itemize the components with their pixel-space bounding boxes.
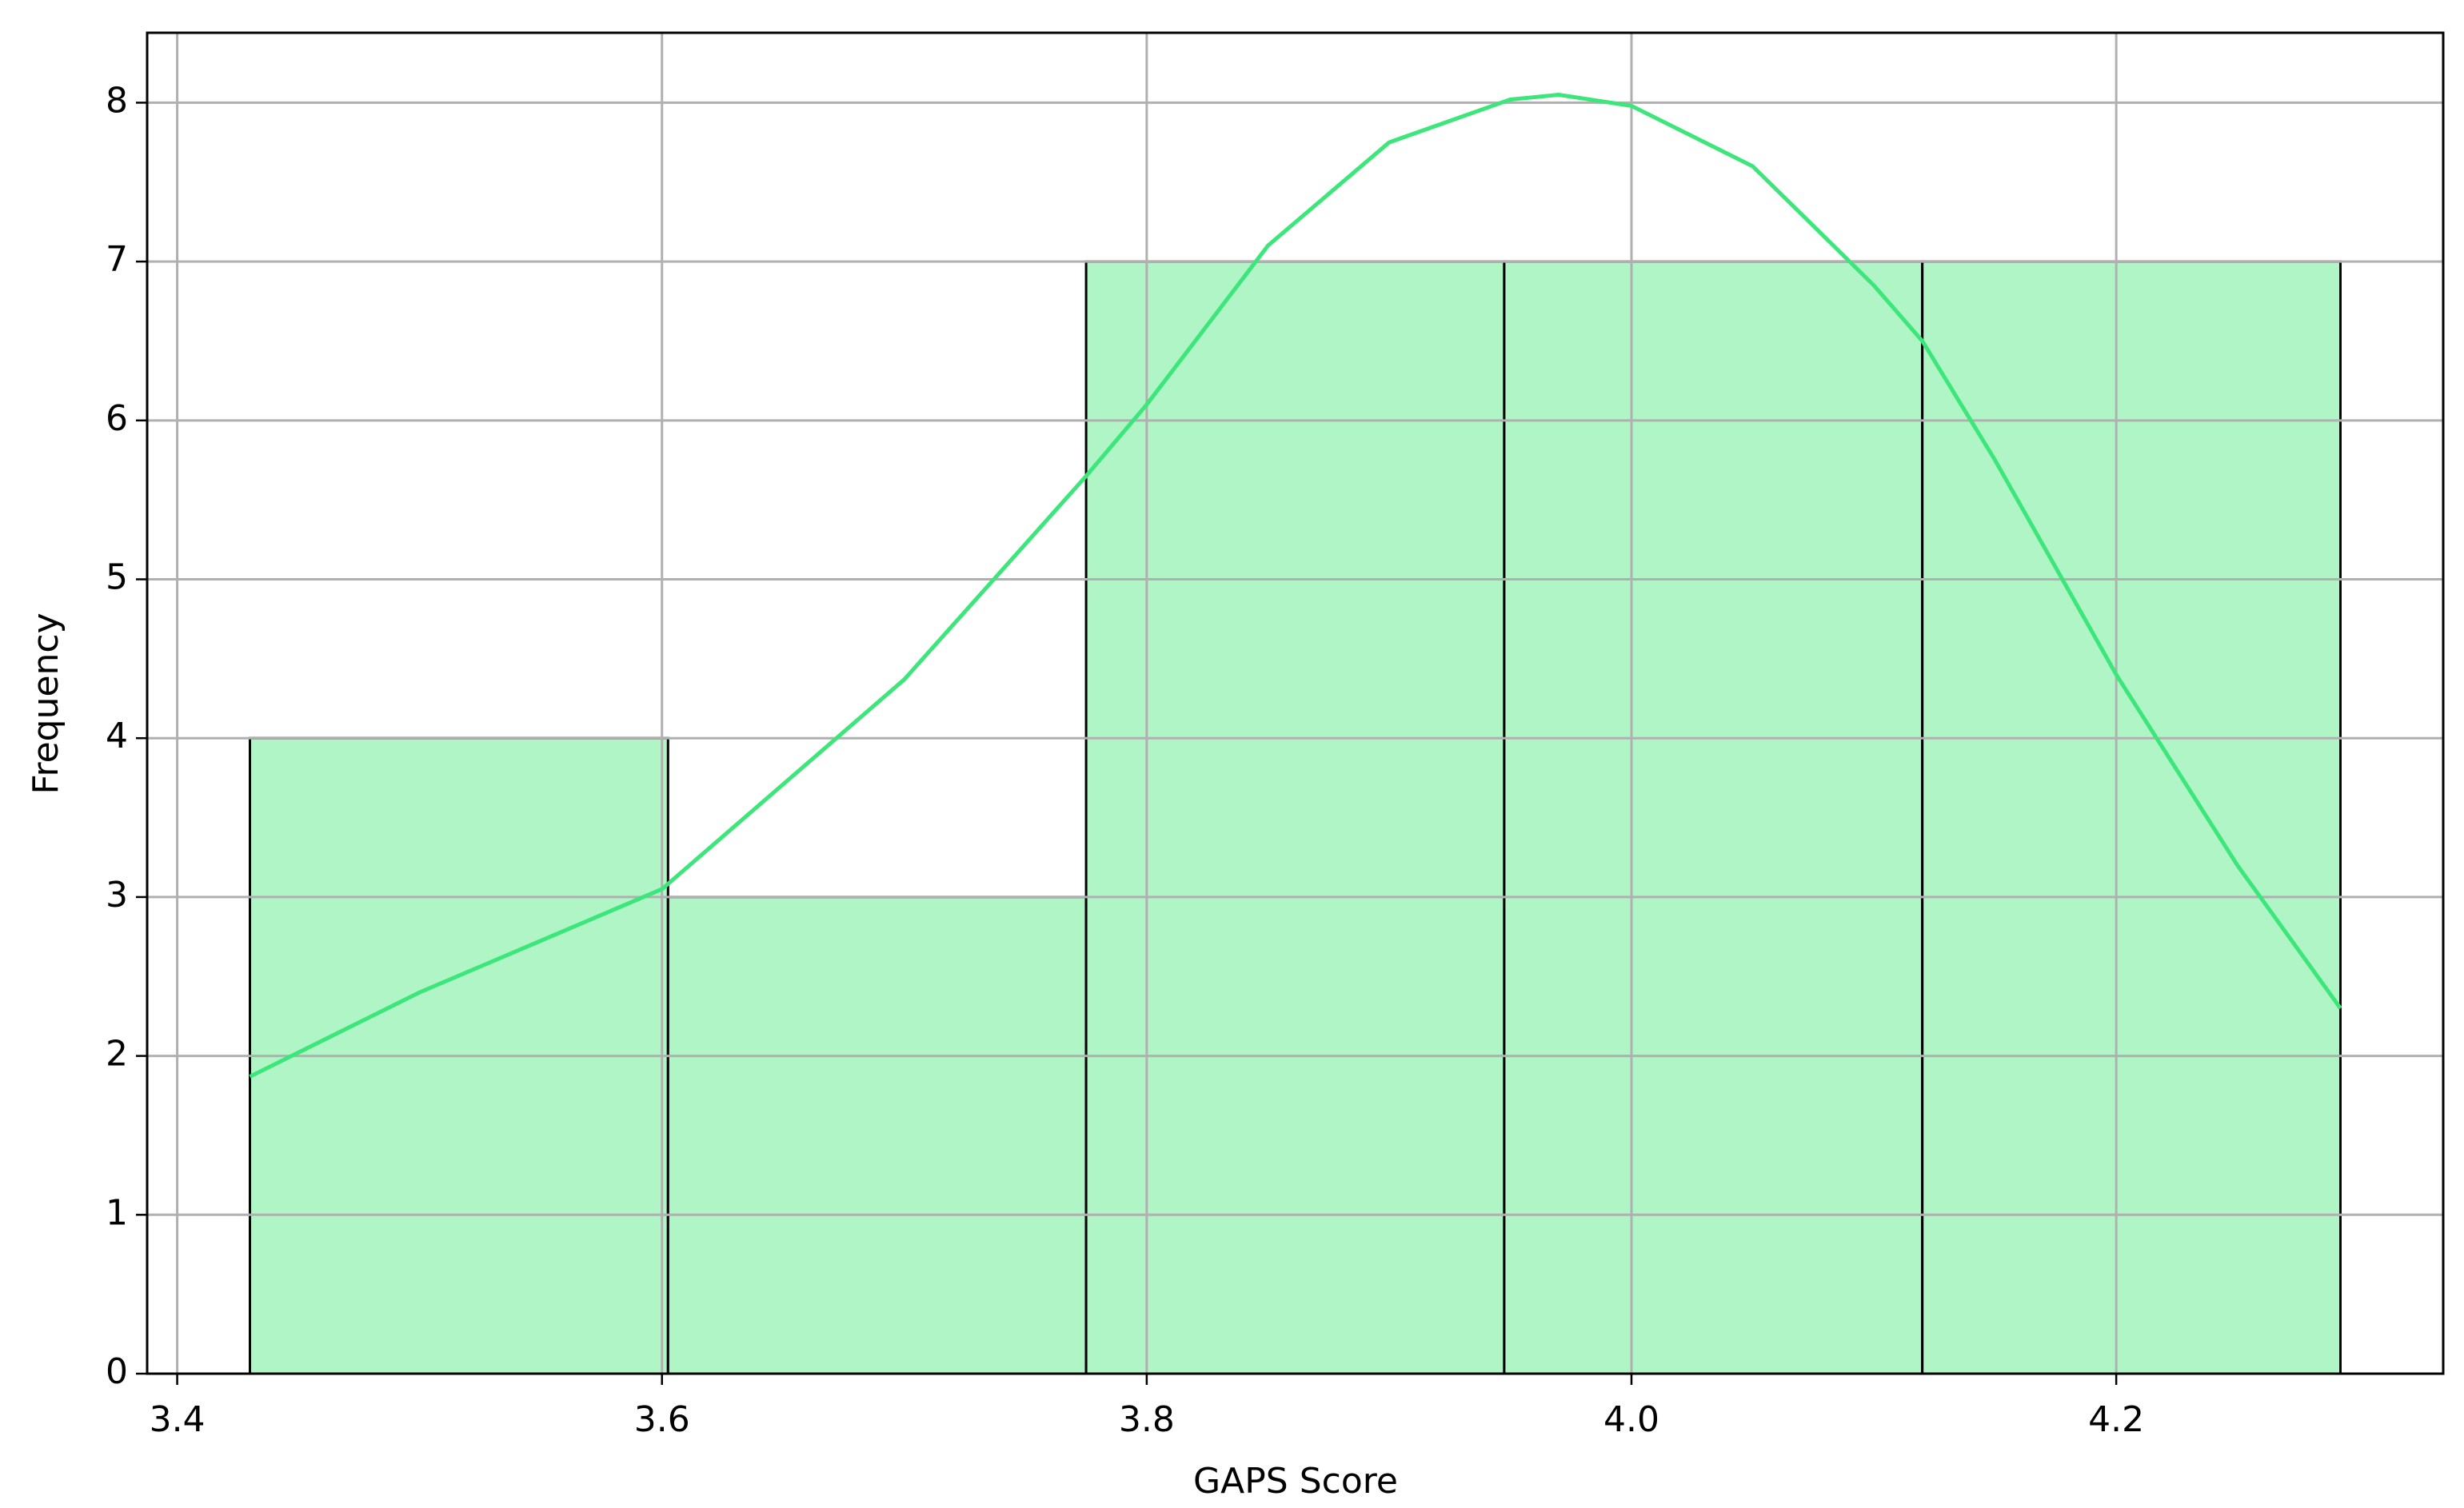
y-tick-label: 4 — [106, 716, 128, 756]
x-tick-label: 3.8 — [1119, 1399, 1175, 1440]
x-tick-label: 4.2 — [2088, 1399, 2144, 1440]
y-tick-label: 7 — [106, 239, 128, 280]
x-tick-label: 3.6 — [634, 1399, 690, 1440]
x-axis-label: GAPS Score — [1193, 1461, 1398, 1502]
y-tick-label: 1 — [106, 1192, 128, 1233]
bar — [666, 896, 1088, 1375]
bar — [1084, 260, 1506, 1375]
bar — [1921, 260, 2342, 1375]
y-axis-label: Frequency — [26, 612, 66, 794]
y-tick-label: 3 — [106, 875, 128, 916]
y-tick-label: 2 — [106, 1034, 128, 1075]
kde-line — [249, 92, 2342, 1079]
y-tick-label: 8 — [106, 80, 128, 121]
y-tick-label: 6 — [106, 398, 128, 439]
y-tick-label: 0 — [106, 1351, 128, 1392]
plot-frame — [146, 31, 2445, 1375]
x-tick-label: 4.0 — [1603, 1399, 1659, 1440]
x-tick-label: 3.4 — [150, 1399, 206, 1440]
bar — [1503, 260, 1924, 1375]
y-tick-label: 5 — [106, 557, 128, 598]
